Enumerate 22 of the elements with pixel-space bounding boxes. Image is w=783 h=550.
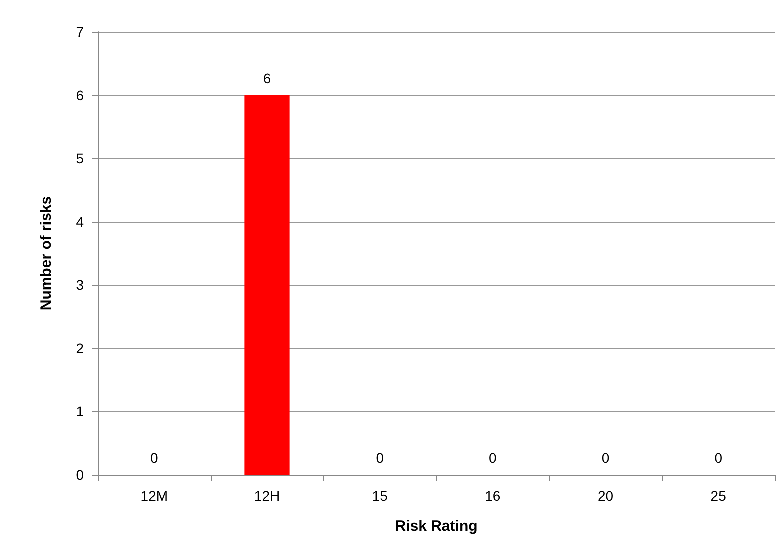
data-label: 0 <box>602 450 610 466</box>
y-axis-title: Number of risks <box>38 196 55 311</box>
y-tick-label: 0 <box>76 467 84 483</box>
data-label: 0 <box>489 450 498 466</box>
y-tick-label: 7 <box>76 24 84 40</box>
y-tick-label: 2 <box>76 340 84 356</box>
y-tick-label: 3 <box>76 277 84 294</box>
data-label: 0 <box>376 450 384 466</box>
x-tick-label: 15 <box>372 488 388 504</box>
x-tick-label: 20 <box>598 488 614 504</box>
x-tick-label: 25 <box>710 488 727 504</box>
x-tick-label: 16 <box>485 488 501 504</box>
data-label: 0 <box>150 450 159 466</box>
y-tick-label: 5 <box>76 150 84 167</box>
data-label: 0 <box>714 450 723 466</box>
x-tick-label: 12H <box>254 488 280 504</box>
x-tick-label: 12M <box>140 488 168 504</box>
y-tick-label: 6 <box>76 87 84 104</box>
data-label: 6 <box>263 70 272 86</box>
y-tick-label: 4 <box>76 214 84 230</box>
x-axis-title: Risk Rating <box>395 518 478 535</box>
y-tick-label: 1 <box>76 404 84 420</box>
